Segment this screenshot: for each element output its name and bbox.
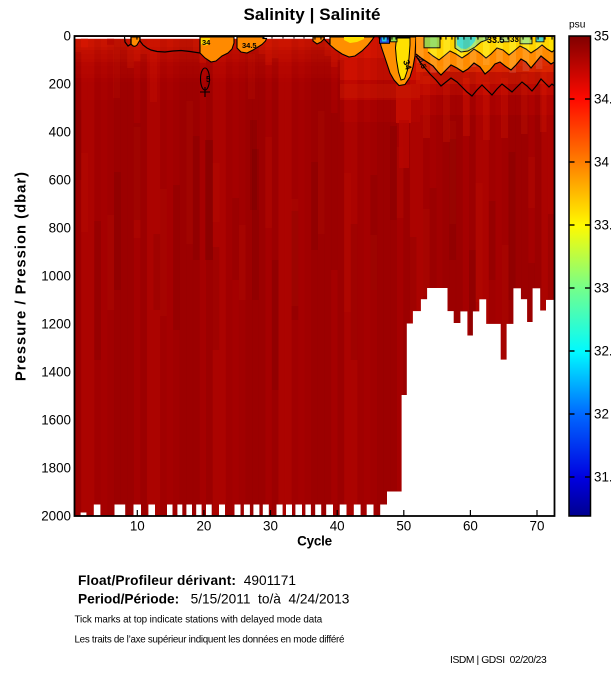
svg-text:34.5: 34.5: [242, 41, 257, 50]
svg-text:600: 600: [49, 173, 71, 188]
svg-text:psu: psu: [569, 20, 585, 31]
svg-text:200: 200: [49, 77, 71, 92]
svg-text:Period/Période: 5/15/2011 t: Period/Période: 5/15/2011 to/à 4/24/2013: [78, 592, 350, 607]
svg-text:400: 400: [49, 125, 71, 140]
svg-text:2000: 2000: [41, 509, 71, 524]
svg-text:1000: 1000: [41, 269, 71, 284]
svg-text:1600: 1600: [41, 413, 71, 428]
svg-text:50: 50: [396, 519, 411, 534]
svg-text:32.5: 32.5: [594, 344, 611, 359]
svg-text:34: 34: [401, 59, 414, 72]
svg-text:ISDM | GDSI 02/20/23: ISDM | GDSI 02/20/23: [450, 655, 547, 666]
svg-text:Cycle: Cycle: [297, 534, 332, 549]
svg-text:1800: 1800: [41, 461, 71, 476]
svg-text:33: 33: [594, 281, 609, 296]
svg-text:20: 20: [196, 519, 211, 534]
svg-text:34: 34: [594, 155, 609, 170]
svg-text:5: 5: [206, 75, 211, 84]
svg-text:60: 60: [463, 519, 478, 534]
svg-text:800: 800: [49, 221, 71, 236]
svg-text:40: 40: [330, 519, 345, 534]
svg-text:Tick marks at top indicate sta: Tick marks at top indicate stations with…: [75, 615, 323, 626]
svg-text:70: 70: [530, 519, 545, 534]
svg-text:Pressure / Pression (dbar): Pressure / Pression (dbar): [14, 171, 30, 381]
svg-text:31.5: 31.5: [594, 470, 611, 485]
svg-text:35: 35: [594, 29, 609, 44]
svg-text:33.5: 33.5: [594, 218, 611, 233]
svg-text:Salinity | Salinité: Salinity | Salinité: [243, 5, 380, 24]
svg-text:10: 10: [130, 519, 145, 534]
svg-text:0: 0: [64, 29, 71, 44]
svg-text:1200: 1200: [41, 317, 71, 332]
svg-text:1400: 1400: [41, 365, 71, 380]
svg-text:34.5: 34.5: [594, 92, 611, 107]
svg-text:33.5: 33.5: [487, 35, 505, 45]
svg-text:33: 33: [510, 35, 519, 44]
svg-text:Float/Profileur dérivant: 490: Float/Profileur dérivant: 4901171: [78, 573, 296, 588]
svg-text:34: 34: [202, 38, 211, 47]
svg-text:30: 30: [263, 519, 278, 534]
svg-text:32: 32: [594, 407, 609, 422]
svg-text:Les traits de l’axe supérieur: Les traits de l’axe supérieur indiquent …: [75, 635, 346, 646]
